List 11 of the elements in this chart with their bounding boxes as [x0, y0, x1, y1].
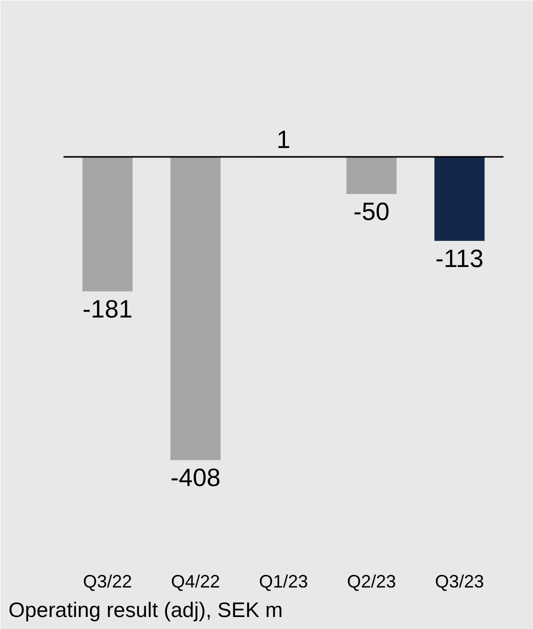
data-label: -181: [82, 295, 133, 324]
x-tick-label: Q4/22: [170, 572, 220, 592]
data-label: -113: [435, 244, 484, 273]
x-tick-label: Q3/23: [434, 572, 484, 592]
x-tick-label: Q3/22: [82, 572, 132, 592]
data-label: -50: [353, 198, 390, 226]
data-label: -408: [170, 464, 221, 492]
x-tick-label: Q1/23: [258, 572, 308, 592]
text: Operating result (adj), SEK m: [8, 599, 283, 622]
data-label: 1: [276, 126, 290, 154]
x-tick-label: Q2/23: [346, 572, 396, 592]
